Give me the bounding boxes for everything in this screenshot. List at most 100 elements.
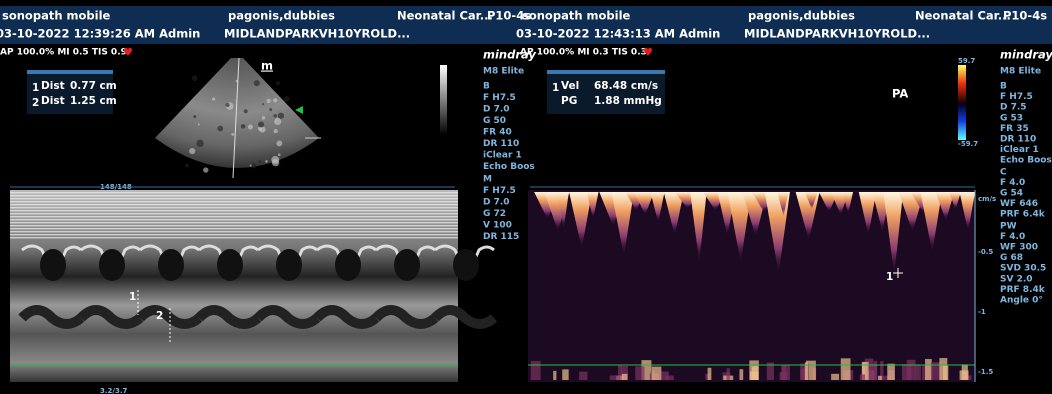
param-line: G 72 <box>483 209 506 219</box>
doppler-peak <box>959 192 976 232</box>
measure-index: 2 <box>32 97 39 109</box>
doppler-noise <box>651 366 662 380</box>
speckle <box>276 140 283 147</box>
doppler-peak <box>634 192 655 215</box>
status: AP 100.0% MI 0.5 TIS 0.9 <box>0 48 127 58</box>
header-bar <box>0 6 1052 44</box>
param-line: F H7.5 <box>483 186 516 196</box>
speckle <box>259 126 266 133</box>
m-mode-chamber <box>276 249 302 281</box>
caliper-label: 1 <box>129 291 136 303</box>
speckle <box>231 132 235 136</box>
measure-box <box>27 70 113 114</box>
speckle <box>271 155 280 164</box>
speckle <box>212 97 216 101</box>
probe: P10-4s <box>1003 9 1047 23</box>
doppler-noise <box>831 373 840 380</box>
brand: mindray <box>1000 48 1052 62</box>
patient-name: pagonis,dubbies <box>228 9 335 23</box>
color-bar <box>958 65 966 140</box>
speckle <box>258 160 262 163</box>
measure-label: PG <box>561 95 577 107</box>
measure-label: Dist <box>41 95 65 107</box>
speckle <box>203 167 209 173</box>
m-mode-band <box>254 305 321 329</box>
doppler-peak <box>804 192 818 210</box>
speckle <box>196 139 204 148</box>
m-mode-chamber <box>99 249 125 281</box>
doppler-noise <box>840 358 851 380</box>
doppler-peak <box>569 192 593 249</box>
speckle <box>247 124 253 130</box>
axis-unit: cm/s <box>978 195 996 203</box>
m-mode-band <box>313 305 380 329</box>
speckle <box>193 115 197 119</box>
doppler-peak <box>842 192 854 214</box>
grayscale-bar <box>440 65 447 135</box>
param-line: WF 300 <box>1000 243 1038 253</box>
param-line: G 53 <box>1000 113 1023 123</box>
caliper-label: 1 <box>886 271 893 283</box>
doppler-noise <box>664 375 674 380</box>
doppler-noise <box>641 360 652 380</box>
param-line: iClear 1 <box>1000 145 1039 155</box>
speckle <box>249 164 252 167</box>
m-mode-band <box>431 305 498 329</box>
brand: mindray <box>483 48 536 62</box>
speckle <box>243 109 248 114</box>
doppler-peak <box>611 192 634 257</box>
speckle <box>269 108 273 112</box>
bottom-scale: 3.2/3.7 <box>100 387 127 394</box>
speckle <box>273 129 278 134</box>
doppler-noise <box>707 367 712 380</box>
caliper <box>893 268 903 278</box>
doppler-noise <box>621 373 628 380</box>
param-line: F 4.0 <box>1000 232 1025 242</box>
patient-name: pagonis,dubbies <box>748 9 855 23</box>
doppler-noise <box>880 375 892 380</box>
model: M8 Elite <box>483 67 524 77</box>
param-line: F H7.5 <box>483 93 516 103</box>
axis-tick-label: -1 <box>978 308 986 316</box>
doppler-noise <box>967 375 972 380</box>
speckle <box>253 80 260 87</box>
param-title: B <box>1000 82 1007 92</box>
doppler-peak <box>948 192 961 210</box>
doppler-noise <box>562 369 569 380</box>
speckle <box>185 163 189 168</box>
exam-name: Neonatal Car... <box>915 9 1011 23</box>
param-line: FR 40 <box>483 128 512 138</box>
doppler-peak <box>690 192 707 263</box>
doppler-noise <box>859 374 866 380</box>
param-line: V 100 <box>483 221 512 231</box>
speckle <box>283 96 290 102</box>
m-mode-chamber <box>394 249 420 281</box>
doppler-noise <box>868 363 877 380</box>
m-mode-chamber <box>40 249 66 281</box>
speckle <box>191 75 198 82</box>
exam-name: Neonatal Car... <box>397 9 493 23</box>
param-line: D 7.0 <box>483 198 510 208</box>
param-line: G 68 <box>1000 253 1023 263</box>
doppler-noise <box>660 371 669 380</box>
param-title: PW <box>1000 221 1017 231</box>
param-line: PRF 8.4k <box>1000 285 1046 295</box>
m-mode-chamber <box>158 249 184 281</box>
doppler-noise <box>880 361 884 380</box>
m-mode-band <box>77 305 144 329</box>
param-line: F 4.0 <box>1000 178 1025 188</box>
date-time: 03-10-2022 12:43:13 AM Admin <box>516 27 720 41</box>
speckle <box>262 103 265 106</box>
speckle <box>225 102 230 108</box>
measure-value: 0.77 cm <box>70 80 117 92</box>
doppler-noise <box>914 364 921 380</box>
speckle <box>277 112 285 119</box>
param-line: iClear 1 <box>483 151 522 161</box>
doppler-noise <box>930 362 942 380</box>
param-line: D 7.0 <box>483 105 510 115</box>
measure-box-top <box>27 70 113 74</box>
doppler-noise <box>877 375 882 380</box>
m-mode-band <box>195 305 262 329</box>
param-line: PRF 6.4k <box>1000 210 1046 220</box>
